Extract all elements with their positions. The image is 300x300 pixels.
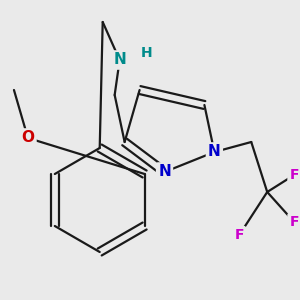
Text: O: O: [21, 130, 34, 146]
Text: H: H: [141, 46, 152, 60]
Text: F: F: [235, 228, 244, 242]
Text: F: F: [290, 215, 299, 229]
Text: N: N: [158, 164, 171, 179]
Text: N: N: [113, 52, 126, 68]
Text: N: N: [208, 145, 221, 160]
Text: F: F: [290, 168, 299, 182]
